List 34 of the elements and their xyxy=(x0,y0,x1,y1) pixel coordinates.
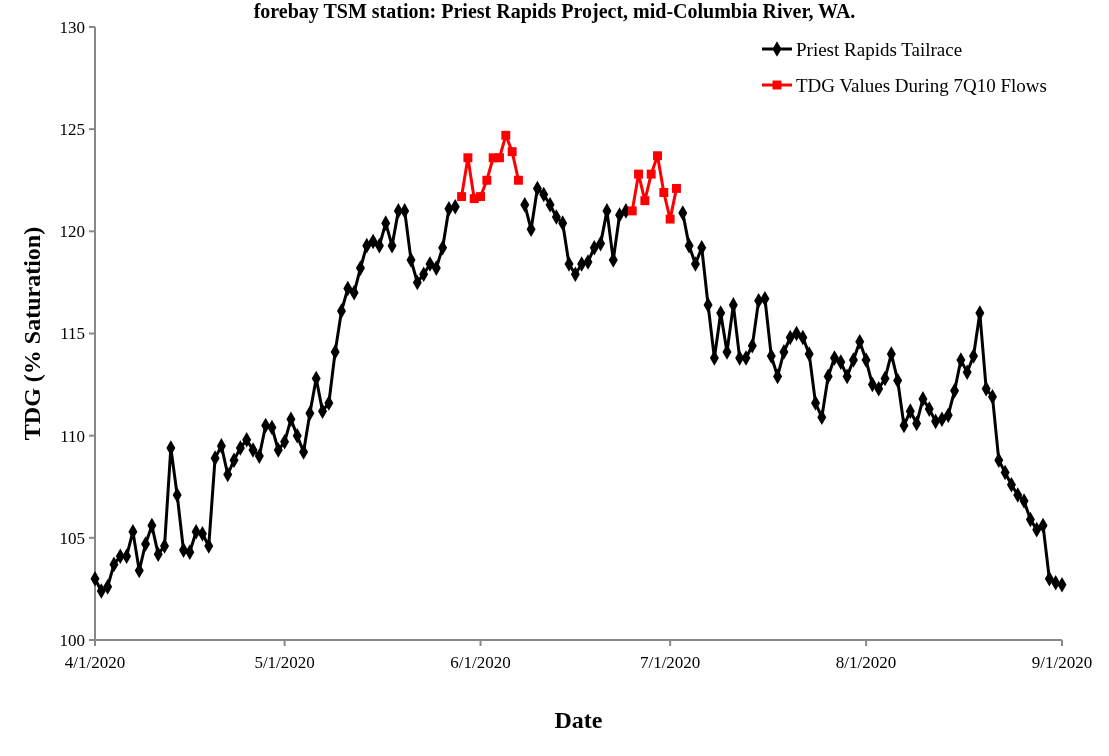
point xyxy=(659,188,669,197)
y-tick-label: 130 xyxy=(59,17,85,37)
point xyxy=(653,151,662,161)
x-tick-label: 4/1/2020 xyxy=(64,653,126,672)
legend-label: TDG Values During 7Q10 Flows xyxy=(796,74,1047,96)
point xyxy=(482,175,492,185)
y-tick-label: 115 xyxy=(60,324,85,344)
y-tick-label: 105 xyxy=(59,528,85,548)
x-tick-label: 8/1/2020 xyxy=(835,653,897,672)
point xyxy=(513,175,523,185)
point xyxy=(507,147,517,157)
y-tick-label: 120 xyxy=(59,222,85,242)
point xyxy=(457,192,467,202)
y-axis-title: TDG (% Saturation) xyxy=(19,226,45,441)
point xyxy=(640,196,650,206)
chart-title: forebay TSM station: Priest Rapids Project, mid-Columbia River, WA. xyxy=(253,0,856,23)
x-axis-title: Date xyxy=(554,707,603,733)
point xyxy=(665,214,675,224)
point xyxy=(476,192,486,202)
point xyxy=(501,130,511,140)
point xyxy=(634,169,644,179)
point xyxy=(627,206,637,216)
x-tick-label: 5/1/2020 xyxy=(254,653,315,672)
point xyxy=(495,153,504,163)
legend-label: Priest Rapids Tailrace xyxy=(796,38,963,60)
x-tick-label: 6/1/2020 xyxy=(450,653,511,672)
y-tick-label: 125 xyxy=(59,120,85,140)
x-tick-label: 9/1/2020 xyxy=(1031,653,1093,672)
x-tick-label: 7/1/2020 xyxy=(639,653,701,672)
point xyxy=(671,183,681,193)
y-tick-label: 100 xyxy=(59,630,85,650)
y-tick-label: 110 xyxy=(60,426,85,446)
point xyxy=(463,153,473,163)
point xyxy=(646,169,656,179)
